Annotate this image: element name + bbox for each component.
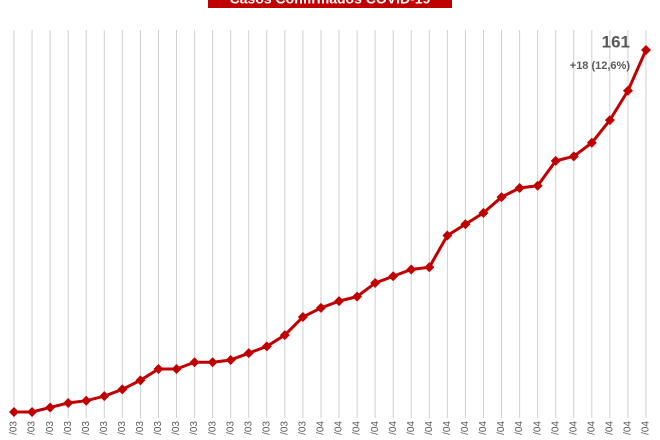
marker (550, 155, 561, 166)
x-tick-label: /04 (641, 421, 652, 435)
x-tick-label: /03 (81, 421, 92, 435)
marker (261, 341, 272, 352)
x-tick-label: /03 (9, 421, 20, 435)
marker (135, 375, 146, 386)
x-tick-label: /04 (586, 421, 597, 435)
marker (45, 402, 56, 413)
x-tick-label: /04 (406, 421, 417, 435)
marker (153, 364, 164, 375)
x-tick-label: /03 (298, 421, 309, 435)
marker (171, 364, 182, 375)
x-tick-label: /04 (605, 421, 616, 435)
x-tick-label: /04 (568, 421, 579, 435)
marker (279, 330, 290, 341)
marker (81, 395, 92, 406)
x-tick-label: /04 (460, 421, 471, 435)
x-tick-label: /04 (352, 421, 363, 435)
marker (370, 278, 381, 289)
x-tick-label: /03 (243, 421, 254, 435)
x-tick-label: /03 (117, 421, 128, 435)
marker (460, 219, 471, 230)
x-tick-label: /03 (225, 421, 236, 435)
value-label: 161 (602, 32, 630, 51)
marker (315, 302, 326, 313)
x-tick-label: /03 (279, 421, 290, 435)
marker (586, 137, 597, 148)
x-tick-label: /03 (207, 421, 218, 435)
marker (388, 271, 399, 282)
annotation: +18 (12,6%) (570, 60, 631, 72)
x-tick-label: /04 (424, 421, 435, 435)
marker (117, 384, 128, 395)
x-tick-label: /04 (514, 421, 525, 435)
x-tick-label: /04 (442, 421, 453, 435)
x-tick-label: /03 (63, 421, 74, 435)
marker (334, 296, 345, 307)
marker (641, 45, 651, 55)
x-tick-label: /03 (27, 421, 38, 435)
marker (514, 183, 525, 194)
x-tick-label: /04 (316, 421, 327, 435)
line (14, 49, 648, 414)
marker (207, 357, 218, 368)
x-tick-label: /04 (532, 421, 543, 435)
x-tick-label: /03 (171, 421, 182, 435)
marker (424, 262, 435, 273)
marker (297, 311, 308, 322)
x-tick-label: /04 (550, 421, 561, 435)
x-tick-label: /04 (496, 421, 507, 435)
x-tick-label: /03 (135, 421, 146, 435)
marker (568, 151, 579, 162)
marker (352, 291, 363, 302)
marker (63, 397, 74, 408)
x-tick-label: /03 (153, 421, 164, 435)
marker (99, 391, 110, 402)
marker (604, 115, 615, 126)
x-tick-label: /03 (45, 421, 56, 435)
x-tick-label: /03 (261, 421, 272, 435)
chart-title: Casos Confirmados COVID-19 (230, 0, 431, 7)
x-tick-label: /04 (388, 421, 399, 435)
marker (225, 354, 236, 365)
marker (478, 207, 489, 218)
marker (532, 180, 543, 191)
x-tick-label: /04 (334, 421, 345, 435)
x-tick-label: /03 (189, 421, 200, 435)
x-tick-label: /04 (478, 421, 489, 435)
marker (189, 357, 200, 368)
x-tick-label: /04 (370, 421, 381, 435)
x-tick-label: /04 (623, 421, 634, 435)
marker (9, 407, 19, 417)
marker (442, 230, 453, 241)
marker (406, 264, 417, 275)
x-tick-label: /03 (99, 421, 110, 435)
marker (27, 407, 38, 417)
marker (622, 85, 633, 96)
title-bar (208, 0, 452, 8)
marker (496, 192, 507, 203)
marker (243, 348, 254, 359)
